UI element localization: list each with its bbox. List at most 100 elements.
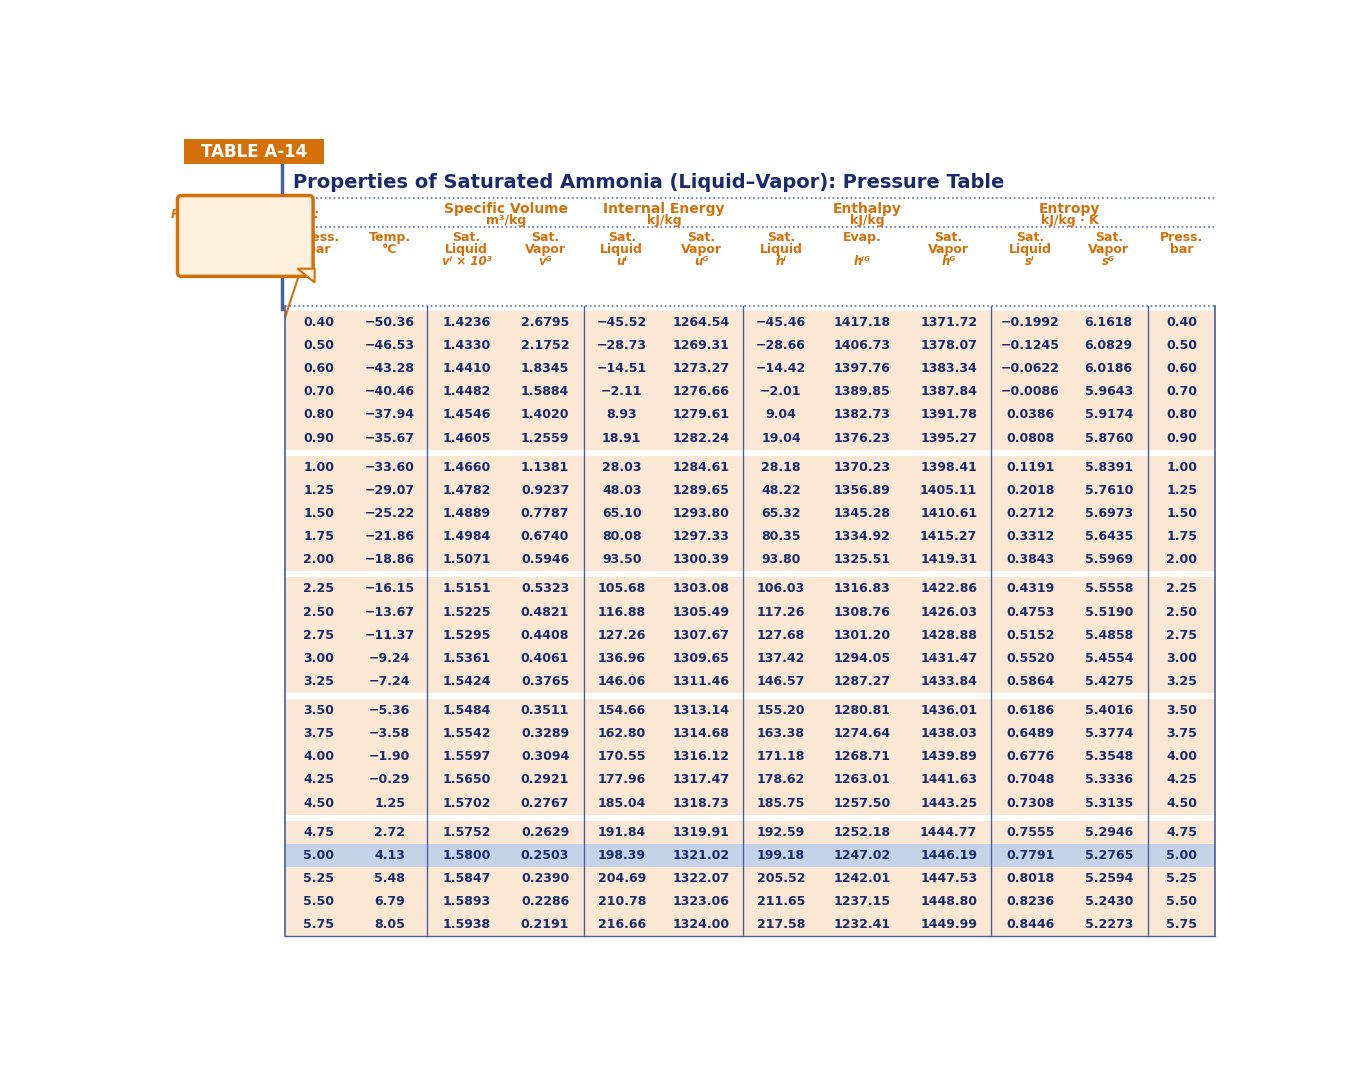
Text: 65.32: 65.32 xyxy=(761,507,801,520)
Text: Sat.: Sat. xyxy=(767,231,795,244)
Text: 4.00: 4.00 xyxy=(303,750,334,763)
Text: 5.4016: 5.4016 xyxy=(1084,705,1133,718)
Text: 1252.18: 1252.18 xyxy=(833,826,891,839)
Text: 1391.78: 1391.78 xyxy=(921,409,977,422)
Text: 154.66: 154.66 xyxy=(597,705,645,718)
Text: 4.50: 4.50 xyxy=(1166,797,1198,810)
Text: Liquid: Liquid xyxy=(445,243,488,256)
Text: 5.9643: 5.9643 xyxy=(1084,386,1133,399)
Text: 1.5484: 1.5484 xyxy=(442,705,491,718)
Text: 0.7555: 0.7555 xyxy=(1005,826,1054,839)
Text: −25.22: −25.22 xyxy=(364,507,415,520)
Text: 1.00: 1.00 xyxy=(303,461,334,474)
Text: hᴳ: hᴳ xyxy=(941,255,956,268)
Text: 0.2390: 0.2390 xyxy=(521,872,569,885)
Text: 1294.05: 1294.05 xyxy=(833,651,891,664)
Text: 1257.50: 1257.50 xyxy=(833,797,891,810)
Text: 5.2765: 5.2765 xyxy=(1084,849,1133,862)
Text: 5.8760: 5.8760 xyxy=(1084,431,1133,444)
Text: 80.35: 80.35 xyxy=(761,530,801,543)
Text: 5.9174: 5.9174 xyxy=(1084,409,1133,422)
Text: 1325.51: 1325.51 xyxy=(833,553,891,566)
Text: uᴳ: uᴳ xyxy=(694,255,708,268)
Text: Temp.: Temp. xyxy=(368,231,411,244)
Text: −1.90: −1.90 xyxy=(370,750,411,763)
Text: 1444.77: 1444.77 xyxy=(921,826,977,839)
Text: 1426.03: 1426.03 xyxy=(921,606,977,619)
Text: 0.3511: 0.3511 xyxy=(521,705,569,718)
Text: 1383.34: 1383.34 xyxy=(921,362,977,375)
Text: °C: °C xyxy=(382,243,397,256)
Text: 0.50: 0.50 xyxy=(1166,339,1198,352)
Text: 1.4482: 1.4482 xyxy=(442,386,491,399)
Text: hⁱᴳ: hⁱᴳ xyxy=(854,255,872,268)
Text: Liquid: Liquid xyxy=(760,243,802,256)
Text: −16.15: −16.15 xyxy=(364,582,415,595)
Text: 5.6973: 5.6973 xyxy=(1084,507,1133,520)
Text: 1280.81: 1280.81 xyxy=(833,705,891,718)
Text: 0.4753: 0.4753 xyxy=(1007,606,1054,619)
Text: −21.86: −21.86 xyxy=(364,530,415,543)
Bar xyxy=(285,455,1215,571)
Text: 0.2286: 0.2286 xyxy=(521,895,569,908)
Text: 1.4889: 1.4889 xyxy=(442,507,491,520)
Text: 2.50: 2.50 xyxy=(1166,606,1198,619)
Text: −14.51: −14.51 xyxy=(596,362,647,375)
Text: −50.36: −50.36 xyxy=(364,317,415,330)
Text: 0.3289: 0.3289 xyxy=(521,727,569,740)
Text: 1345.28: 1345.28 xyxy=(833,507,891,520)
Text: 1232.41: 1232.41 xyxy=(833,918,891,931)
Text: 0.70: 0.70 xyxy=(1166,386,1198,399)
Text: Sat.: Sat. xyxy=(453,231,480,244)
Text: 4.75: 4.75 xyxy=(1166,826,1198,839)
Text: 0.2767: 0.2767 xyxy=(521,797,569,810)
Text: 0.5520: 0.5520 xyxy=(1005,651,1054,664)
Text: 1.5151: 1.5151 xyxy=(442,582,491,595)
Text: Vapor: Vapor xyxy=(681,243,722,256)
Text: −3.58: −3.58 xyxy=(370,727,411,740)
Text: −28.66: −28.66 xyxy=(756,339,806,352)
Text: 5.50: 5.50 xyxy=(1166,895,1198,908)
Bar xyxy=(285,450,1215,455)
Text: 0.8236: 0.8236 xyxy=(1007,895,1054,908)
Text: Internal Energy: Internal Energy xyxy=(603,203,724,217)
Text: −37.94: −37.94 xyxy=(364,409,415,422)
Bar xyxy=(285,571,1215,578)
Text: 0.2712: 0.2712 xyxy=(1005,507,1054,520)
Text: 1322.07: 1322.07 xyxy=(672,872,730,885)
Text: 185.04: 185.04 xyxy=(597,797,647,810)
Text: 127.68: 127.68 xyxy=(757,629,805,642)
Text: 5.6435: 5.6435 xyxy=(1084,530,1133,543)
Text: −9.24: −9.24 xyxy=(370,651,411,664)
Text: 1.5542: 1.5542 xyxy=(442,727,491,740)
Text: 170.55: 170.55 xyxy=(597,750,647,763)
Text: 1.4782: 1.4782 xyxy=(442,483,491,496)
Text: 1441.63: 1441.63 xyxy=(921,774,977,787)
Text: 1.25: 1.25 xyxy=(374,797,405,810)
Text: 0.4408: 0.4408 xyxy=(521,629,569,642)
Text: sᴳ: sᴳ xyxy=(1102,255,1116,268)
Text: 3.50: 3.50 xyxy=(303,705,334,718)
Text: 1.4236: 1.4236 xyxy=(442,317,491,330)
Text: 0.3312: 0.3312 xyxy=(1007,530,1054,543)
Text: −0.29: −0.29 xyxy=(370,774,411,787)
Text: 1289.65: 1289.65 xyxy=(672,483,730,496)
Text: 210.78: 210.78 xyxy=(597,895,647,908)
Text: 1431.47: 1431.47 xyxy=(921,651,977,664)
Text: 1443.25: 1443.25 xyxy=(921,797,977,810)
Text: 4.25: 4.25 xyxy=(303,774,334,787)
Text: 105.68: 105.68 xyxy=(597,582,645,595)
Text: 5.5969: 5.5969 xyxy=(1084,553,1133,566)
Text: 1.5800: 1.5800 xyxy=(442,849,491,862)
Text: 1301.20: 1301.20 xyxy=(833,629,891,642)
Text: 0.7308: 0.7308 xyxy=(1007,797,1054,810)
Text: 117.26: 117.26 xyxy=(757,606,805,619)
Text: Liquid: Liquid xyxy=(600,243,644,256)
Text: 1316.12: 1316.12 xyxy=(672,750,730,763)
Text: 1276.66: 1276.66 xyxy=(672,386,730,399)
Text: 2.00: 2.00 xyxy=(1166,553,1198,566)
Text: 1415.27: 1415.27 xyxy=(921,530,977,543)
Text: 0.9237: 0.9237 xyxy=(521,483,569,496)
Text: 1.5938: 1.5938 xyxy=(442,918,491,931)
Bar xyxy=(285,821,1215,937)
